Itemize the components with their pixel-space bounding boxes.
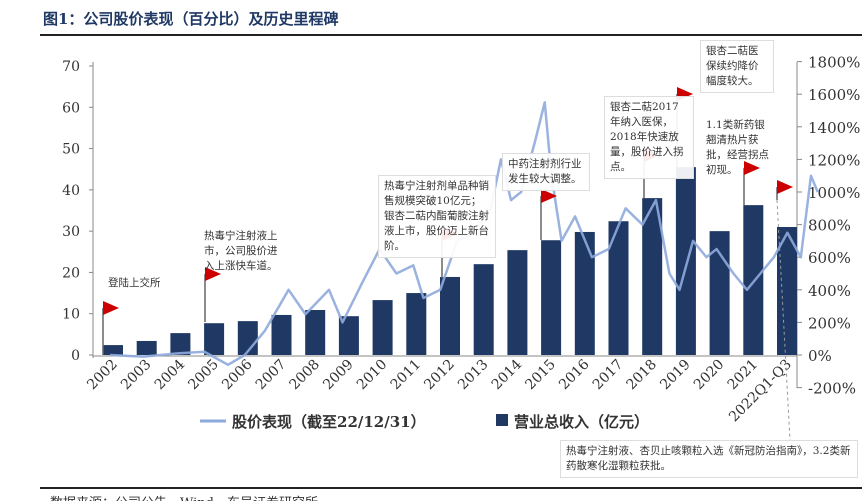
- bar-2012: [440, 276, 460, 355]
- bottom-rule: [40, 487, 862, 489]
- bar-2020: [709, 231, 730, 355]
- bar-2003: [136, 340, 157, 355]
- flag-icon-7: [744, 161, 760, 175]
- x-tick-label: 2004: [152, 356, 189, 393]
- annotation-8-leader: [776, 199, 791, 441]
- left-axis-tick-label: 30: [62, 224, 80, 240]
- right-axis-tick-label: -200%: [808, 380, 856, 398]
- bar-2002: [103, 345, 123, 355]
- annotation-3: 热毒宁注射剂单品种销售规模突破10亿元；银杏二萜内酯葡胺注射液上市，股价迈上新台…: [378, 175, 496, 258]
- bar-2004: [170, 333, 191, 355]
- annotation-4: 中药注射剂行业发生较大调整。: [502, 153, 590, 191]
- x-tick-label: 2005: [185, 357, 222, 394]
- x-tick-label: 2010: [354, 357, 391, 394]
- bar-2016: [574, 231, 595, 355]
- x-tick-label: 2018: [624, 357, 661, 394]
- right-axis-tick-label: 1800%: [808, 54, 860, 72]
- left-axis-tick-label: 10: [62, 307, 80, 323]
- bar-2008: [305, 309, 326, 355]
- annotation-1: 登陆上交所: [108, 277, 161, 289]
- flag-icon-2: [205, 267, 221, 281]
- bar-2022Q1-Q3: [777, 227, 797, 355]
- x-tick-label: 2009: [320, 357, 357, 394]
- bar-2014: [507, 250, 528, 355]
- figure-title: 图1：公司股价表现（百分比）及历史里程碑: [43, 10, 339, 28]
- x-tick-label: 2012: [421, 357, 458, 394]
- bar-2021: [743, 205, 764, 355]
- left-axis-tick-label: 70: [62, 59, 80, 75]
- left-axis-tick-label: 60: [62, 100, 80, 116]
- right-axis-tick-label: 400%: [808, 282, 851, 300]
- bar-2007: [271, 314, 292, 355]
- top-rule: [40, 34, 862, 36]
- annotation-5: 银杏二萜2017年纳入医保，2018年快速放量，股价进入拐点。: [604, 96, 694, 179]
- annotation-6: 银杏二萜医保续约降价幅度较大。: [700, 40, 774, 93]
- x-tick-label: 2015: [522, 357, 559, 394]
- legend-bar-label: 营业总收入（亿元）: [514, 413, 649, 431]
- left-axis-tick-label: 0: [71, 348, 80, 364]
- right-axis-tick-label: 1400%: [808, 119, 860, 137]
- x-tick-label: 2011: [388, 357, 425, 394]
- right-axis-tick-label: 800%: [808, 217, 851, 235]
- x-tick-label: 2003: [118, 357, 155, 394]
- right-axis-tick-label: 1600%: [808, 86, 860, 104]
- left-axis-tick-label: 40: [62, 183, 80, 199]
- right-axis-tick-label: 1000%: [808, 184, 860, 202]
- right-axis-tick-label: 0%: [808, 347, 832, 365]
- bar-2011: [406, 293, 427, 355]
- flag-icon-4: [541, 189, 557, 203]
- x-tick-label: 2016: [556, 356, 593, 393]
- bar-2018: [642, 198, 663, 355]
- bar-2010: [372, 300, 393, 355]
- x-tick-label: 2020: [691, 357, 728, 394]
- x-tick-label: 2014: [489, 356, 526, 393]
- bar-2013: [473, 264, 494, 355]
- left-axis-tick-label: 20: [62, 265, 80, 281]
- right-axis-tick-label: 600%: [808, 249, 851, 267]
- x-tick-label: 2019: [657, 357, 694, 394]
- legend-line-label: 股价表现（截至22/12/31）: [232, 413, 426, 431]
- legend-bar-swatch: [496, 414, 508, 426]
- bar-2019: [675, 167, 696, 355]
- bar-2015: [541, 240, 562, 355]
- right-axis-tick-label: 1200%: [808, 151, 860, 169]
- x-tick-label: 2017: [590, 357, 627, 394]
- annotation-2: 热毒宁注射液上市，公司股价进入上涨快车道。: [204, 230, 278, 272]
- left-axis-tick-label: 50: [62, 142, 80, 158]
- annotation-8: 热毒宁注射液、杏贝止咳颗粒入选《新冠防治指南》，3.2类新药散寒化湿颗粒获批。: [560, 440, 858, 478]
- x-tick-label: 2008: [287, 357, 324, 394]
- flag-icon-1: [103, 301, 119, 315]
- bar-2005: [204, 323, 225, 355]
- right-axis-tick-label: 200%: [808, 314, 851, 332]
- x-tick-label: 2013: [455, 357, 492, 394]
- annotation-7: 1.1类新药银翘清热片获批，经营拐点初现。: [706, 119, 769, 176]
- x-tick-label: 2007: [253, 357, 290, 394]
- x-tick-label: 2002: [84, 357, 121, 394]
- flag-icon-8: [777, 180, 793, 194]
- bar-2017: [608, 221, 629, 355]
- source-note: 数据来源：公司公告，Wind，东吴证券研究所: [50, 492, 318, 501]
- bar-2009: [338, 316, 359, 355]
